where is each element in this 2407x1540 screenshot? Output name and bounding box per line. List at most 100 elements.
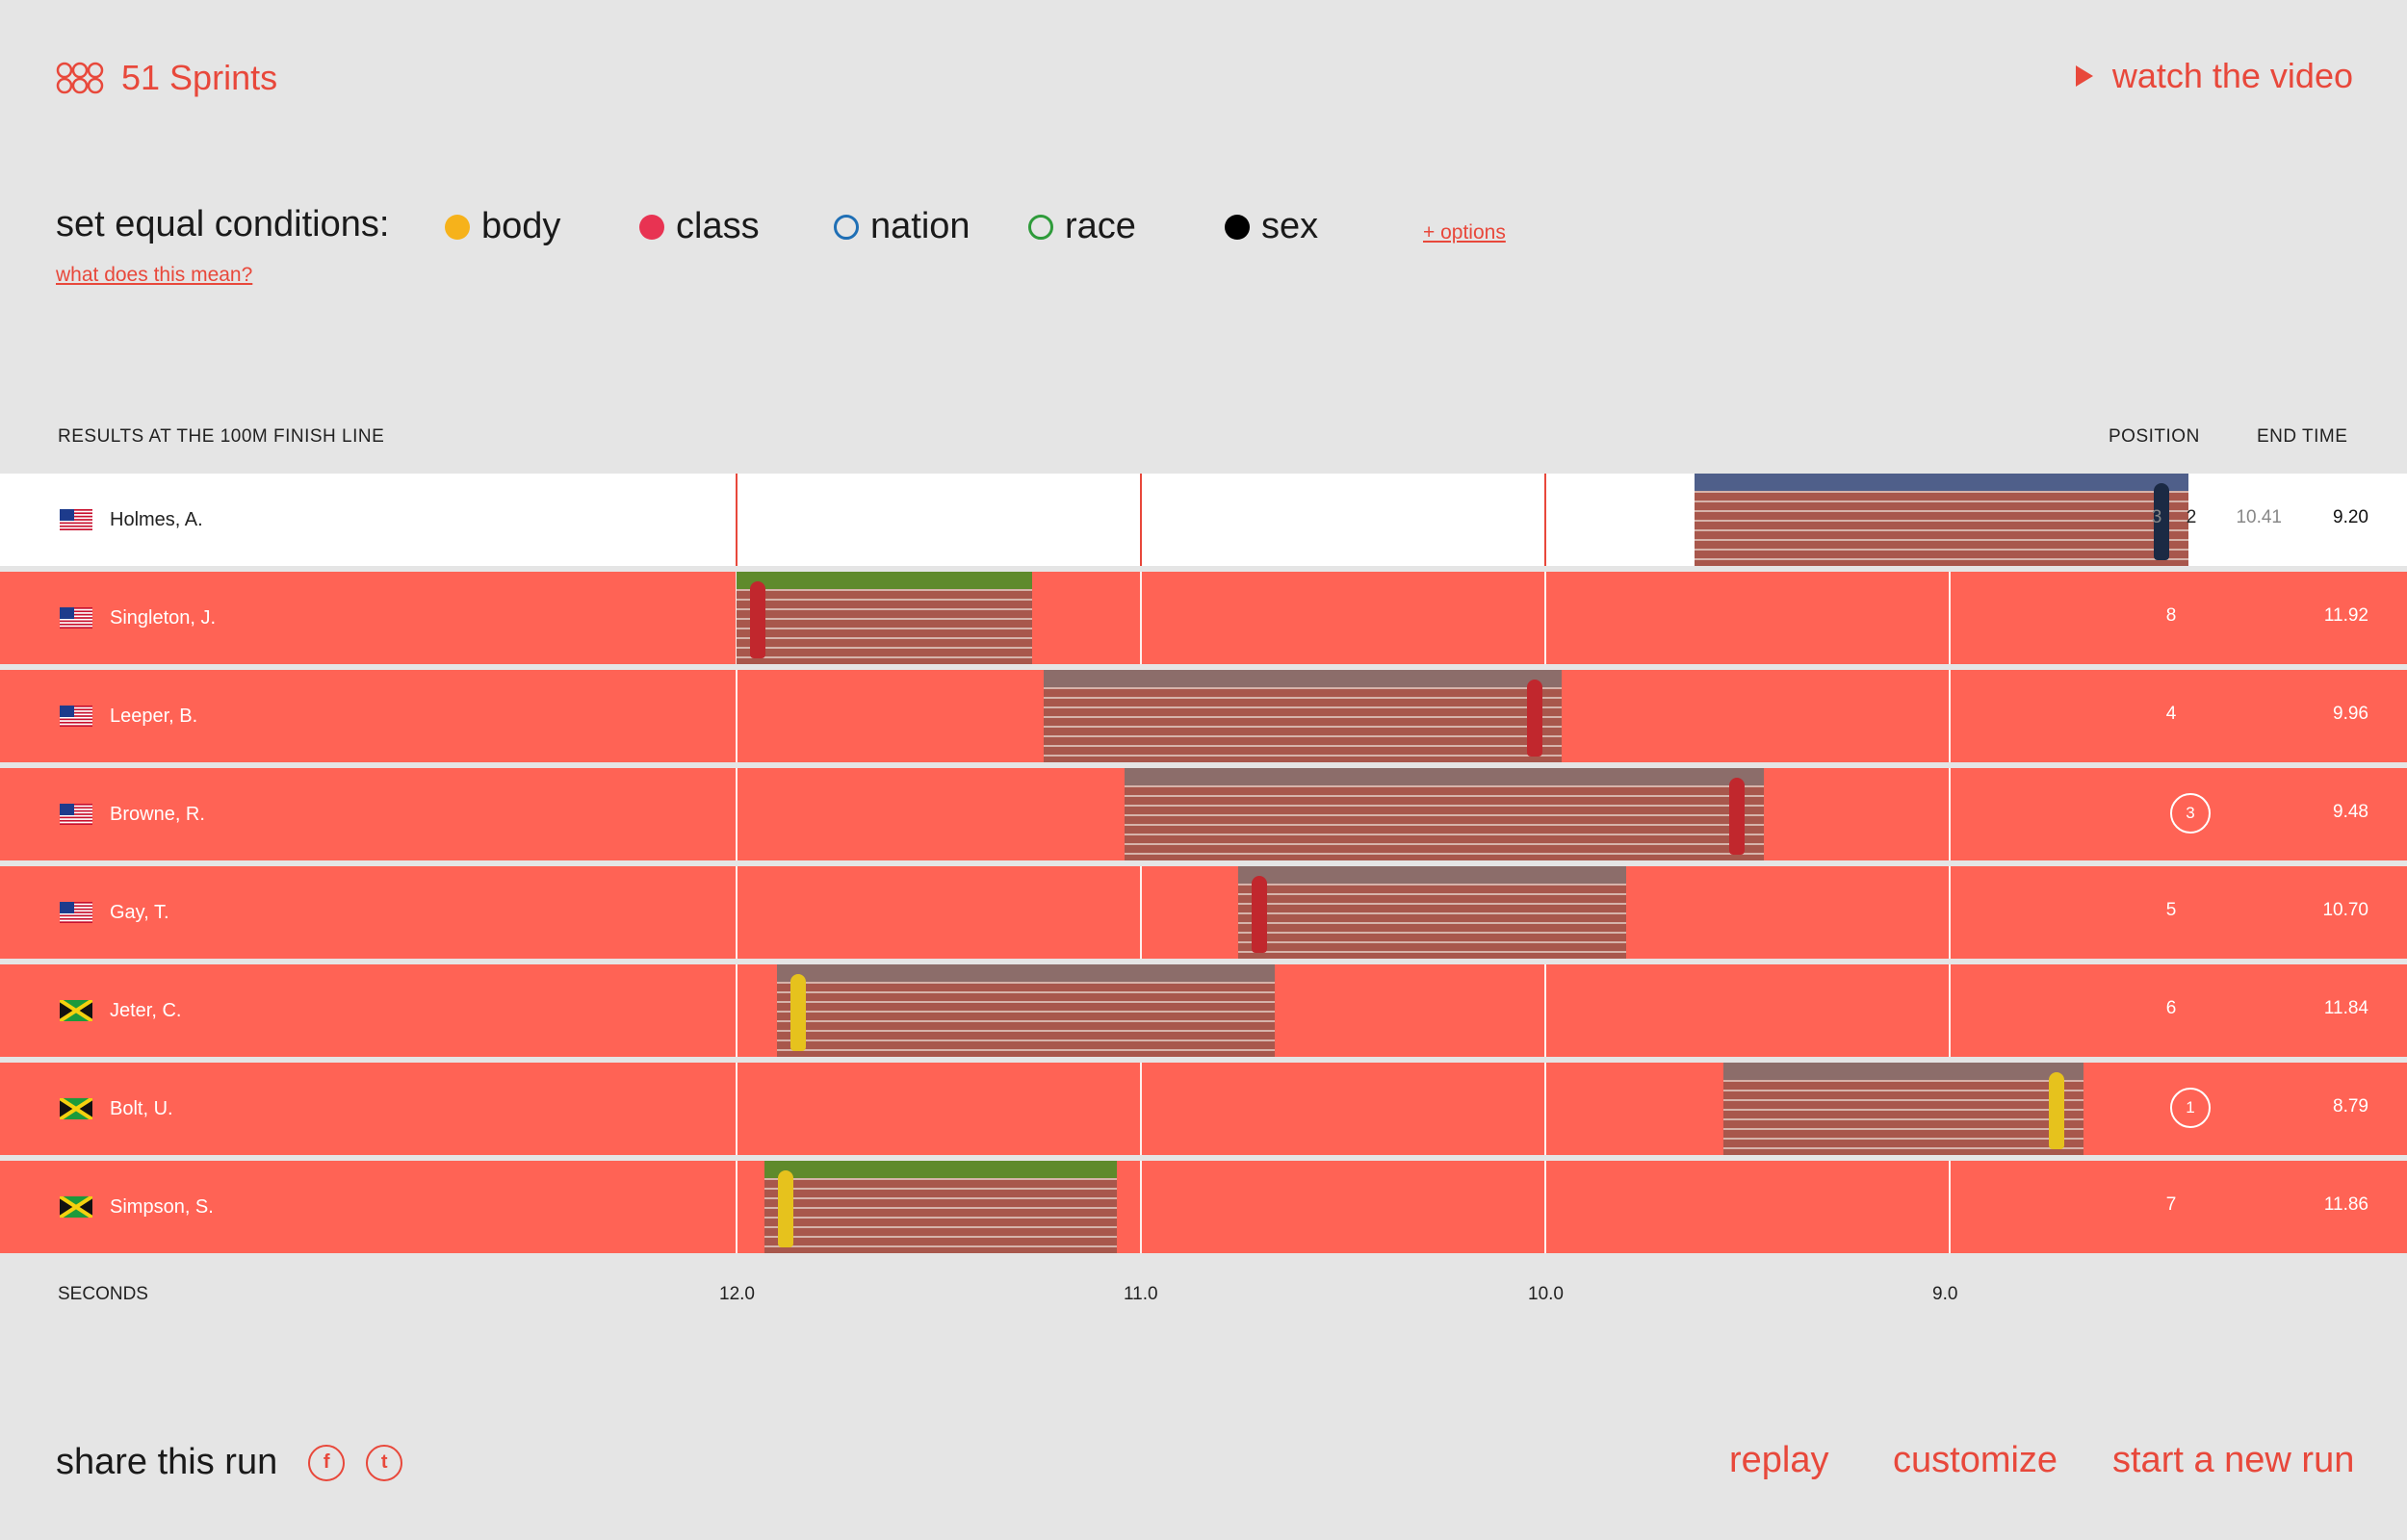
position-value: 1 <box>2170 1088 2211 1128</box>
photo-background <box>777 964 1275 982</box>
race-photo <box>764 1161 1117 1253</box>
olympic-rings-icon <box>56 62 104 94</box>
conditions-label: set equal conditions: <box>56 204 390 244</box>
table-row[interactable]: Leeper, B. 4 9.96 <box>0 670 2407 762</box>
grid-line <box>1949 866 1951 959</box>
athlete-name: Jeter, C. <box>110 1000 182 1021</box>
previous-time: 10.41 <box>2236 507 2282 527</box>
options-link[interactable]: + options <box>1423 221 1506 244</box>
grid-line <box>1140 1063 1142 1155</box>
condition-class[interactable]: class <box>639 206 760 247</box>
condition-class-label: class <box>676 206 760 246</box>
axis-tick-label: 12.0 <box>719 1284 755 1304</box>
watch-video-label: watch the video <box>2111 56 2353 95</box>
table-row[interactable]: Bolt, U. 1 8.79 <box>0 1063 2407 1155</box>
grid-line <box>1140 866 1142 959</box>
athlete-name: Bolt, U. <box>110 1098 173 1119</box>
table-row[interactable]: Holmes, A. 3 2 10.41 9.20 <box>0 474 2407 566</box>
photo-background <box>764 1161 1117 1178</box>
position-value: 6 <box>2165 998 2177 1018</box>
photo-background <box>1722 1063 2083 1080</box>
grid-line <box>1140 572 1142 664</box>
athlete-name: Leeper, B. <box>110 706 198 727</box>
athlete-name: Gay, T. <box>110 902 169 923</box>
axis-label: SECONDS <box>58 1284 148 1304</box>
table-row[interactable]: Browne, R. 3 9.48 <box>0 768 2407 860</box>
grid-line <box>736 866 738 959</box>
usa-flag-icon <box>60 607 92 629</box>
end-time-value: 9.20 <box>2333 507 2368 527</box>
grid-line <box>736 768 738 860</box>
grid-line <box>1544 1161 1546 1253</box>
race-photo <box>1237 866 1626 959</box>
race-photo <box>1722 1063 2083 1155</box>
grid-line <box>736 964 738 1057</box>
race-photo <box>1125 768 1764 860</box>
previous-position: 3 <box>2151 507 2162 527</box>
position-value: 2 <box>2186 507 2197 527</box>
table-row[interactable]: Singleton, J. 8 11.92 <box>0 572 2407 664</box>
watch-video-button[interactable]: watch the video <box>2075 56 2353 96</box>
runner-figure <box>778 1170 794 1247</box>
end-time-value: 9.48 <box>2333 802 2368 822</box>
position-header: POSITION <box>2109 426 2200 447</box>
start-new-run-button[interactable]: start a new run <box>2112 1440 2355 1480</box>
runner-figure <box>1526 680 1542 757</box>
runner-figure <box>790 974 806 1051</box>
grid-line <box>1544 572 1546 664</box>
position-value: 4 <box>2165 704 2177 724</box>
end-time-value: 10.70 <box>2322 900 2368 920</box>
grid-line <box>1544 1063 1546 1155</box>
photo-background <box>1695 474 2188 491</box>
usa-flag-icon <box>60 804 92 825</box>
position-value: 8 <box>2165 605 2177 626</box>
jamaica-flag-icon <box>58 998 94 1023</box>
grid-line <box>1949 670 1951 762</box>
end-time-value: 9.96 <box>2333 704 2368 724</box>
table-row[interactable]: Jeter, C. 6 11.84 <box>0 964 2407 1057</box>
grid-line <box>736 1161 738 1253</box>
grid-line <box>1140 1161 1142 1253</box>
condition-body[interactable]: body <box>445 206 560 247</box>
position-value: 5 <box>2165 900 2177 920</box>
condition-nation-dot-icon <box>834 214 859 240</box>
usa-flag-icon <box>60 509 92 530</box>
athlete-name: Simpson, S. <box>110 1196 214 1218</box>
photo-background <box>1125 768 1764 785</box>
grid-line <box>1544 474 1546 566</box>
runner-figure <box>2153 483 2169 560</box>
runner-figure <box>1251 876 1267 953</box>
results-header: RESULTS AT THE 100M FINISH LINE <box>58 426 385 447</box>
table-row[interactable]: Simpson, S. 7 11.86 <box>0 1161 2407 1253</box>
condition-nation[interactable]: nation <box>834 206 971 247</box>
grid-line <box>1949 964 1951 1057</box>
play-icon <box>2075 65 2093 87</box>
grid-line <box>1140 474 1142 566</box>
race-photo <box>777 964 1275 1057</box>
grid-line <box>736 474 738 566</box>
grid-line <box>736 670 738 762</box>
photo-background <box>737 572 1032 589</box>
app-title: 51 Sprints <box>121 58 278 97</box>
customize-button[interactable]: customize <box>1893 1440 2058 1480</box>
condition-race[interactable]: race <box>1028 206 1136 247</box>
condition-sex-label: sex <box>1261 206 1319 246</box>
athlete-name: Singleton, J. <box>110 607 217 629</box>
app-logo[interactable]: 51 Sprints <box>56 58 277 98</box>
photo-background <box>1044 670 1562 687</box>
table-row[interactable]: Gay, T. 5 10.70 <box>0 866 2407 959</box>
runner-figure <box>750 581 765 658</box>
runner-figure <box>2048 1072 2064 1149</box>
photo-background <box>1237 866 1626 884</box>
facebook-icon[interactable]: f <box>308 1444 346 1481</box>
what-does-this-mean-link[interactable]: what does this mean? <box>56 264 253 286</box>
position-value: 7 <box>2165 1194 2177 1215</box>
condition-nation-label: nation <box>870 206 971 246</box>
replay-button[interactable]: replay <box>1729 1440 1829 1480</box>
share-label: share this run <box>56 1442 278 1482</box>
condition-sex[interactable]: sex <box>1225 206 1318 247</box>
grid-line <box>1949 572 1951 664</box>
axis-tick-label: 10.0 <box>1528 1284 1564 1304</box>
twitter-icon[interactable]: t <box>366 1444 403 1481</box>
end-time-header: END TIME <box>2257 426 2348 447</box>
